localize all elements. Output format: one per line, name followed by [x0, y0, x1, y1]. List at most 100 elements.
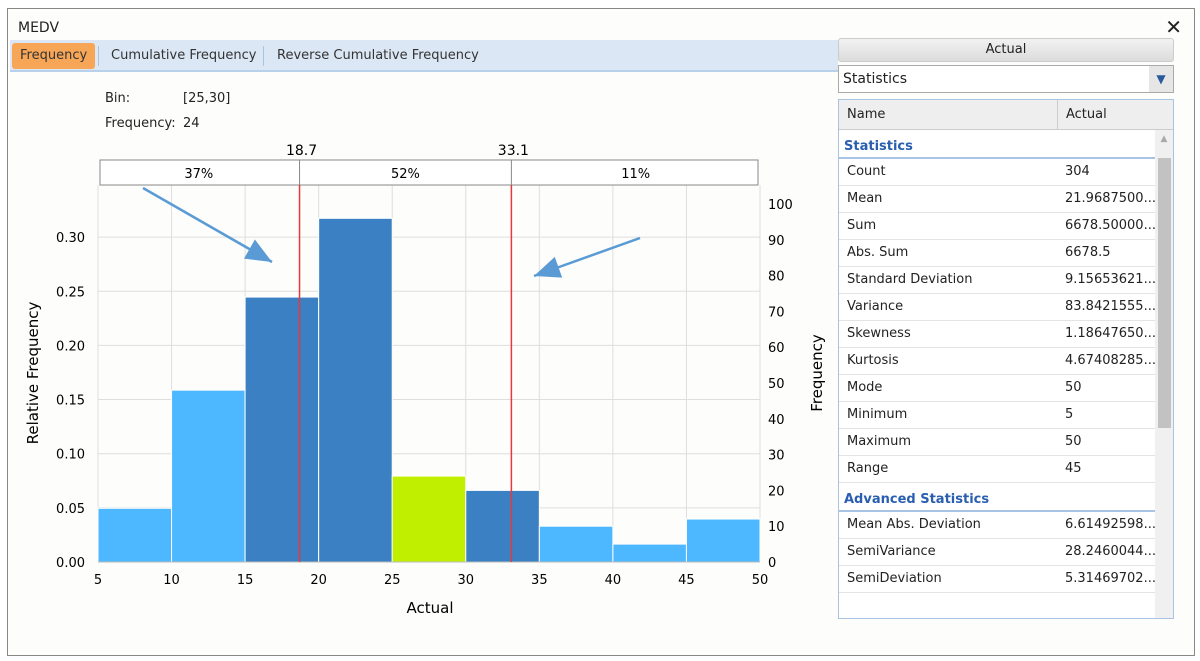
statistics-select[interactable]: Statistics ▼	[838, 65, 1174, 93]
frequency-value: 24	[183, 116, 200, 131]
x-tick-label: 35	[531, 573, 548, 588]
y-tick-label: 0.25	[56, 285, 85, 300]
y-tick-label: 0.00	[56, 556, 85, 571]
histogram-bar[interactable]	[391, 475, 467, 563]
y-tick-label: 0.20	[56, 339, 85, 354]
stat-row[interactable]: Maximum 50	[839, 429, 1165, 456]
histogram-bar[interactable]	[538, 525, 614, 563]
y2-axis-label: Frequency	[808, 334, 826, 412]
scrollbar[interactable]: ▲	[1155, 130, 1173, 618]
stat-row[interactable]: SemiDeviation 5.31469702...	[839, 566, 1165, 593]
stat-name: Sum	[847, 218, 877, 233]
y-tick-label: 0.30	[56, 231, 85, 246]
column-actual[interactable]: Actual	[1057, 100, 1107, 130]
histogram-bar[interactable]	[318, 217, 393, 563]
stat-row[interactable]: Mean 21.9687500...	[839, 186, 1165, 213]
select-value: Statistics	[843, 71, 907, 87]
window-title: MEDV	[18, 20, 60, 36]
chevron-down-icon[interactable]: ▼	[1149, 66, 1173, 92]
tab-separator	[263, 46, 264, 66]
stat-name: Abs. Sum	[847, 245, 909, 260]
stat-value: 304	[1065, 164, 1090, 179]
histogram-bar[interactable]	[97, 507, 173, 563]
region-percent: 11%	[621, 167, 650, 182]
stat-row[interactable]: Standard Deviation 9.15653621...	[839, 267, 1165, 294]
y-tick-label: 0.15	[56, 394, 85, 409]
stat-value: 50	[1065, 434, 1082, 449]
x-tick-label: 45	[678, 573, 695, 588]
histogram-bar[interactable]	[171, 389, 246, 563]
tab-frequency[interactable]: Frequency	[12, 43, 96, 69]
stat-row[interactable]: Kurtosis 4.67408285...	[839, 348, 1165, 375]
y2-tick-label: 70	[768, 305, 785, 320]
x-tick-label: 25	[384, 573, 401, 588]
stat-value: 28.2460044...	[1065, 544, 1156, 559]
stat-value: 1.18647650...	[1065, 326, 1156, 341]
stat-name: Mean	[847, 191, 883, 206]
region-percent: 52%	[391, 167, 420, 182]
stat-value: 6678.50000...	[1065, 218, 1156, 233]
stat-name: Mean Abs. Deviation	[847, 517, 981, 532]
y2-tick-label: 90	[768, 234, 785, 249]
x-tick-label: 30	[458, 573, 475, 588]
stat-row[interactable]: Sum 6678.50000...	[839, 213, 1165, 240]
stat-name: Minimum	[847, 407, 908, 422]
stat-name: Maximum	[847, 434, 912, 449]
stat-name: SemiDeviation	[847, 571, 942, 586]
x-tick-label: 15	[237, 573, 254, 588]
bin-value: [25,30]	[183, 91, 231, 106]
marker-label: 18.7	[286, 143, 317, 159]
stat-name: Mode	[847, 380, 883, 395]
stat-row[interactable]: Skewness 1.18647650...	[839, 321, 1165, 348]
y2-tick-label: 80	[768, 270, 785, 285]
x-tick-label: 10	[163, 573, 180, 588]
y2-tick-label: 10	[768, 520, 785, 535]
section-header: Statistics	[839, 130, 1165, 159]
bin-label: Bin:	[105, 91, 131, 106]
y2-tick-label: 50	[768, 377, 785, 392]
histogram-bar[interactable]	[685, 518, 761, 563]
y-tick-label: 0.10	[56, 448, 85, 463]
stat-row[interactable]: Mean Abs. Deviation 6.61492598...	[839, 512, 1165, 539]
histogram-chart[interactable]: 5 10 15 20 25 30 35 40 45 50 0.00 0.05 0.10 0.15 0.20 0…	[0, 0, 840, 661]
histogram-bar[interactable]	[612, 543, 687, 563]
x-tick-label: 40	[605, 573, 622, 588]
arrow-icon	[534, 256, 563, 278]
close-icon[interactable]: ✕	[1165, 15, 1182, 39]
column-name[interactable]: Name	[847, 107, 886, 122]
tab-reverse-cumulative-frequency[interactable]: Reverse Cumulative Frequency	[277, 48, 479, 63]
stat-row[interactable]: Mode 50	[839, 375, 1165, 402]
frequency-label: Frequency:	[105, 116, 176, 131]
scrollbar-thumb[interactable]	[1158, 158, 1171, 428]
stat-row[interactable]: Abs. Sum 6678.5	[839, 240, 1165, 267]
column-header-button[interactable]: Actual	[838, 38, 1174, 62]
stat-value: 9.15653621...	[1065, 272, 1156, 287]
x-axis-label: Actual	[407, 599, 454, 617]
tab-separator	[98, 46, 99, 66]
stat-row[interactable]: SemiVariance 28.2460044...	[839, 539, 1165, 566]
statistics-panel: Actual Statistics ▼ Name Actual Statisti…	[838, 38, 1174, 619]
stat-value: 83.8421555...	[1065, 299, 1156, 314]
stat-name: Kurtosis	[847, 353, 899, 368]
tab-cumulative-frequency[interactable]: Cumulative Frequency	[111, 48, 257, 63]
region-header	[99, 159, 759, 186]
stat-name: Range	[847, 461, 889, 476]
histogram-bar[interactable]	[465, 489, 540, 563]
y2-tick-label: 60	[768, 341, 785, 356]
y2-tick-label: 40	[768, 413, 785, 428]
y2-tick-label: 100	[768, 198, 793, 213]
stat-row[interactable]: Count 304	[839, 159, 1165, 186]
statistics-grid: Name Actual Statistics Count 304 Mean 21.968…	[838, 99, 1174, 619]
histogram-bar[interactable]	[244, 296, 320, 563]
stat-row[interactable]: Range 45	[839, 456, 1165, 483]
stat-row[interactable]: Minimum 5	[839, 402, 1165, 429]
stat-value: 21.9687500...	[1065, 191, 1156, 206]
stat-value: 4.67408285...	[1065, 353, 1156, 368]
stat-value: 6.61492598...	[1065, 517, 1156, 532]
stat-value: 6678.5	[1065, 245, 1111, 260]
section-header: Advanced Statistics	[839, 483, 1165, 512]
stat-name: Variance	[847, 299, 904, 314]
stat-row[interactable]: Variance 83.8421555...	[839, 294, 1165, 321]
chart-tabs: Frequency Cumulative Frequency Reverse C…	[10, 40, 838, 72]
y2-tick-label: 0	[768, 556, 776, 571]
